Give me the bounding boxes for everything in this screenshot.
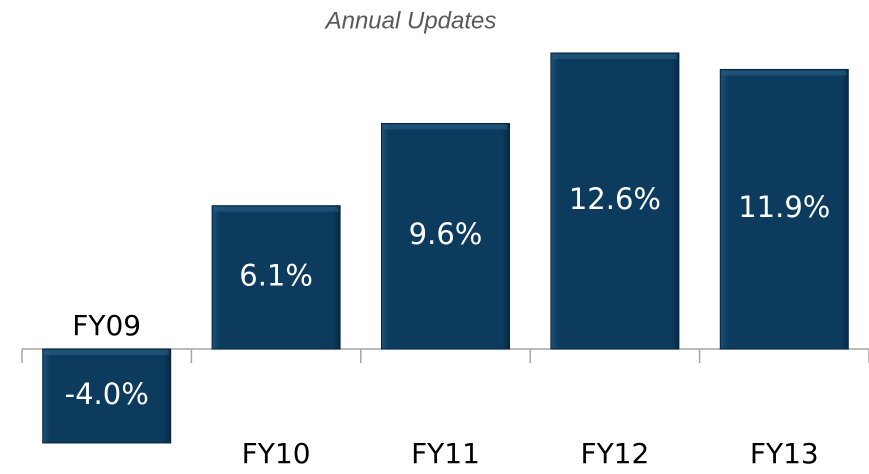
bar [550, 52, 680, 350]
x-tick-label: FY10 [242, 437, 311, 470]
chart-subtitle: Annual Updates [324, 7, 497, 34]
value-label: 11.9% [738, 190, 830, 224]
bar-bevel [552, 54, 677, 59]
bar-bevel [214, 206, 339, 212]
value-label: -4.0% [65, 377, 149, 411]
bar [381, 122, 510, 350]
bar [211, 205, 341, 350]
value-label: 12.6% [569, 182, 661, 216]
x-tick-label: FY09 [72, 309, 141, 342]
value-label: 9.6% [409, 217, 483, 251]
bar-bevel [44, 350, 169, 355]
bar-bevel [383, 124, 508, 130]
bar-bevel [722, 70, 847, 76]
bar [42, 348, 172, 444]
x-tick-label: FY11 [411, 437, 480, 470]
x-tick-label: FY12 [580, 437, 649, 470]
x-tick-label: FY13 [750, 437, 819, 470]
bar [719, 68, 849, 350]
value-label: 6.1% [239, 258, 313, 292]
